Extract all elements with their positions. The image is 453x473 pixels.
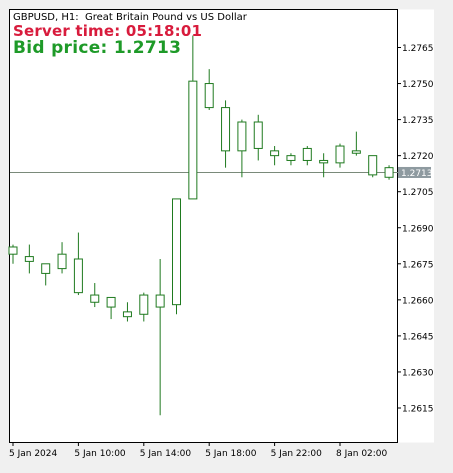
- candle-body: [221, 107, 231, 152]
- candle-body: [57, 253, 67, 270]
- candle-body: [368, 155, 378, 176]
- chart-border: [9, 9, 398, 443]
- symbol-name: GBPUSD: [13, 12, 56, 23]
- candle: [302, 146, 312, 166]
- candle-body: [286, 155, 296, 161]
- candle-body: [204, 83, 214, 109]
- price-scale-area[interactable]: [398, 9, 434, 443]
- candle: [286, 153, 296, 166]
- candle: [57, 242, 67, 274]
- candle: [319, 153, 329, 178]
- candle-body: [302, 147, 312, 161]
- candle-body: [237, 121, 247, 152]
- candle: [73, 232, 83, 296]
- candle-body: [73, 258, 83, 294]
- time-tick-label: 5 Jan 22:00: [271, 449, 323, 459]
- candle-body: [335, 145, 345, 164]
- candle: [237, 119, 247, 178]
- current-price-badge-box: [398, 166, 431, 178]
- candle-body: [384, 167, 394, 178]
- timeframe: H1: [61, 12, 76, 23]
- candle-body: [270, 150, 280, 157]
- price-tick-label: 1.2705: [402, 188, 434, 198]
- candle: [204, 69, 214, 110]
- candle: [335, 143, 345, 168]
- candle: [8, 244, 18, 264]
- price-tick-label: 1.2615: [402, 405, 434, 415]
- time-tick-label: 8 Jan 02:00: [336, 449, 388, 459]
- candle-body: [172, 198, 181, 306]
- price-tick-label: 1.2735: [402, 116, 434, 126]
- symbol-separator: ,: [55, 12, 62, 23]
- candle-body: [351, 150, 361, 154]
- price-tick-label: 1.2675: [402, 260, 434, 270]
- candle: [41, 263, 51, 286]
- symbol-description: Great Britain Pound vs US Dollar: [85, 12, 247, 23]
- candle: [172, 198, 181, 315]
- price-tick-label: 1.2660: [402, 296, 434, 306]
- candle-body: [122, 311, 132, 318]
- price-tick-label: 1.2690: [402, 224, 434, 234]
- candle: [253, 114, 263, 161]
- current-price-badge: 1.2713: [398, 166, 433, 179]
- timeframe-separator: :: [75, 12, 85, 23]
- bid-price-label: Bid price: 1.2713: [13, 38, 182, 58]
- price-tick-label: 1.2765: [402, 44, 434, 54]
- candle-body: [253, 121, 263, 149]
- candle-body: [24, 256, 34, 262]
- candle-body: [188, 80, 198, 200]
- price-tick-label: 1.2630: [402, 368, 434, 378]
- candle: [106, 296, 116, 320]
- time-tick-label: 5 Jan 10:00: [74, 449, 126, 459]
- time-tick-label: 5 Jan 2024: [9, 449, 57, 459]
- candle-body: [90, 294, 100, 303]
- candle: [139, 292, 149, 322]
- candle: [351, 131, 361, 156]
- candle-body: [139, 294, 149, 315]
- time-axis: 5 Jan 2024 5 Jan 10:00 5 Jan 14:00 5 Jan 18…: [9, 442, 388, 459]
- candle-body: [41, 263, 51, 274]
- candle: [270, 146, 280, 166]
- candles-group: [8, 35, 394, 416]
- candle: [155, 258, 165, 416]
- candle: [24, 244, 34, 274]
- price-axis: 1.2765 1.2750 1.2735 1.2720 1.2705 1.2690 1.26…: [397, 44, 434, 415]
- price-tick-label: 1.2750: [402, 80, 434, 90]
- price-tick-label: 1.2720: [402, 152, 434, 162]
- candle: [221, 100, 231, 168]
- candle-body: [155, 294, 165, 308]
- candle: [90, 283, 100, 308]
- time-tick-label: 5 Jan 14:00: [140, 449, 192, 459]
- current-price-badge-label: 1.2713: [401, 169, 433, 179]
- price-tick-label: 1.2645: [402, 332, 434, 342]
- candle: [384, 165, 394, 180]
- candle-body: [8, 246, 18, 255]
- candle: [122, 302, 132, 322]
- time-tick-label: 5 Jan 18:00: [205, 449, 257, 459]
- server-time-label: Server time: 05:18:01: [13, 22, 203, 40]
- symbol-info: GBPUSD, H1: Great Britain Pound vs US Do…: [13, 12, 247, 23]
- candle-body: [106, 296, 116, 308]
- candle: [368, 155, 378, 178]
- candle: [188, 35, 198, 200]
- candle-body: [319, 159, 329, 164]
